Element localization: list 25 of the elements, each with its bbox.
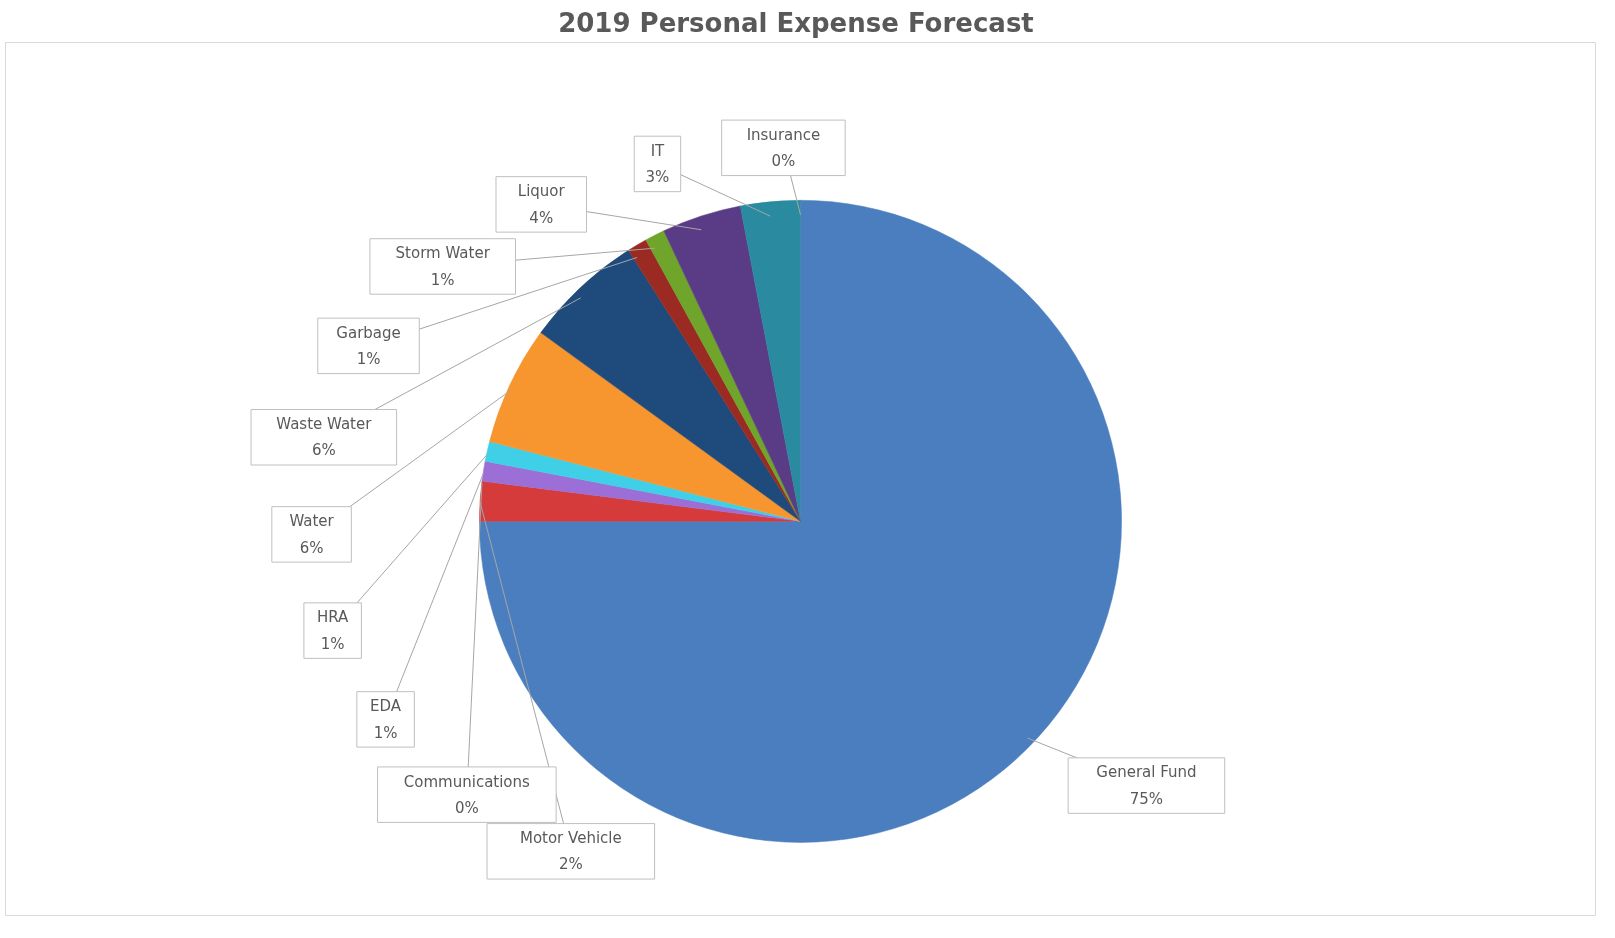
chart-title: 2019 Personal Expense Forecast xyxy=(558,7,1034,38)
data-label: 1% xyxy=(373,723,398,742)
text: 0% xyxy=(454,798,479,817)
slice-label: Garbage xyxy=(336,323,401,342)
slice-label: Waste Water xyxy=(276,415,373,434)
data-label: 4% xyxy=(529,208,554,227)
data-label: 1% xyxy=(320,634,345,653)
data-label: 1% xyxy=(356,350,381,369)
slice-label: Water xyxy=(289,512,335,531)
data-label: 1% xyxy=(430,270,455,289)
slice-label: General Fund xyxy=(1096,763,1197,782)
text: 0% xyxy=(771,151,796,170)
data-label: 6% xyxy=(299,538,324,557)
data-label: 75% xyxy=(1129,789,1164,808)
slice-label: Liquor xyxy=(517,182,566,201)
category-label: Insurance xyxy=(746,125,821,144)
data-label: 2% xyxy=(558,855,583,874)
slice-label: Storm Water xyxy=(395,244,491,263)
data-label: 6% xyxy=(311,441,336,460)
category-label: Communications xyxy=(403,772,530,791)
slice-label: IT xyxy=(650,141,666,160)
slice-label: HRA xyxy=(316,608,350,627)
data-label: 3% xyxy=(645,168,670,187)
slice-label: EDA xyxy=(370,697,402,716)
slice-label: Motor Vehicle xyxy=(519,829,622,848)
